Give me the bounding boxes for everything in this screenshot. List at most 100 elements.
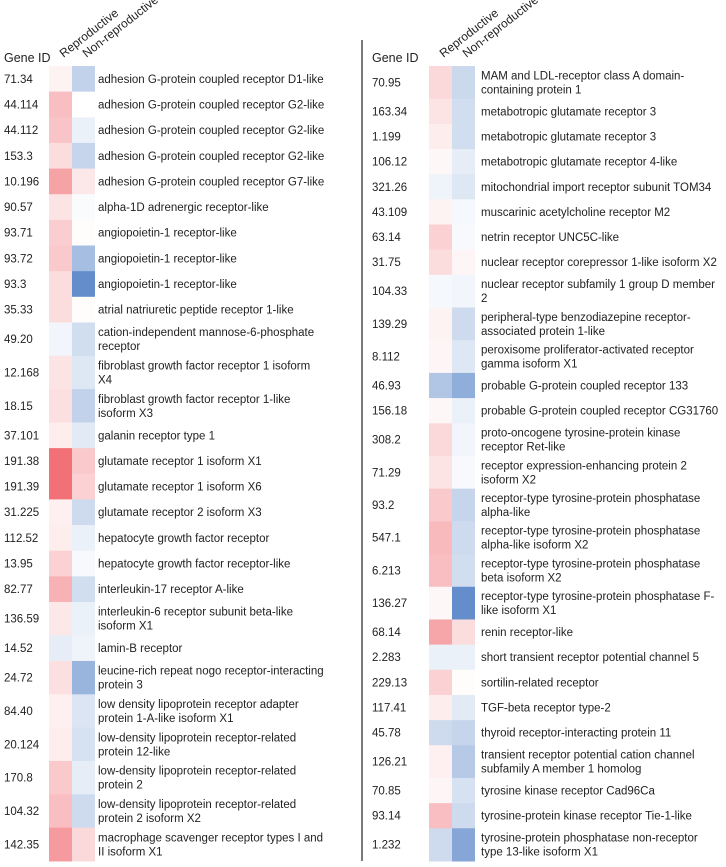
gene-name-label: leucine-rich repeat nogo receptor-intera… [98, 666, 324, 678]
gene-id-label: 229.13 [372, 677, 407, 689]
gene-name-label: glutamate receptor 1 isoform X1 [98, 456, 262, 468]
gene-id-label: 37.101 [4, 430, 39, 442]
gene-id-header: Gene ID [4, 51, 51, 65]
gene-name-label: like isoform X1 [481, 605, 556, 617]
heatmap-cell-non-reproductive [72, 117, 95, 144]
heatmap-cell-reproductive [49, 296, 72, 323]
heatmap-cell-non-reproductive [72, 760, 95, 795]
gene-name-label: metabotropic glutamate receptor 4-like [481, 157, 677, 169]
heatmap-cell-reproductive [429, 803, 452, 829]
gene-name-label: containing protein 1 [481, 84, 581, 96]
gene-id-label: 24.72 [4, 673, 33, 685]
heatmap-cell-non-reproductive [452, 803, 475, 829]
heatmap-cell-non-reproductive [72, 635, 95, 662]
heatmap-cell-reproductive [49, 499, 72, 526]
gene-name-label: MAM and LDL-receptor class A domain- [481, 70, 684, 82]
gene-id-label: 71.29 [372, 467, 401, 479]
heatmap-cell-reproductive [429, 644, 452, 671]
heatmap-cell-reproductive [429, 340, 452, 374]
heatmap-cell-reproductive [49, 168, 72, 195]
gene-name-label: lamin-B receptor [98, 643, 183, 655]
gene-id-label: 191.39 [4, 482, 39, 494]
heatmap-cell-non-reproductive [452, 123, 475, 150]
heatmap-cell-reproductive [49, 142, 72, 170]
heatmap-cell-reproductive [429, 199, 452, 225]
heatmap-cell-non-reproductive [452, 828, 475, 862]
gene-id-label: 1.232 [372, 840, 401, 852]
gene-name-label: receptor-type tyrosine-protein phosphata… [481, 558, 700, 570]
heatmap-cell-reproductive [49, 525, 72, 552]
heatmap-cell-reproductive [49, 422, 72, 449]
gene-id-label: 170.8 [4, 773, 33, 785]
heatmap-cell-reproductive [49, 635, 72, 662]
gene-name-label: cation-independent mannose-6-phosphate [98, 327, 314, 339]
gene-name-label: glutamate receptor 1 isoform X6 [98, 482, 262, 494]
gene-id-label: 93.14 [372, 811, 401, 823]
gene-name-label: beta isoform X2 [481, 572, 562, 584]
heatmap-cell-non-reproductive [72, 448, 95, 475]
gene-name-label: TGF-beta receptor type-2 [481, 703, 611, 715]
gene-name-label: metabotropic glutamate receptor 3 [481, 106, 656, 118]
gene-name-label: low density lipoprotein receptor adapter [98, 699, 299, 711]
gene-id-label: 136.27 [372, 598, 407, 610]
heatmap-cell-non-reproductive [72, 245, 95, 272]
heatmap-cell-non-reproductive [452, 398, 475, 424]
gene-name-label: receptor expression-enhancing protein 2 [481, 460, 687, 472]
gene-id-label: 136.59 [4, 614, 39, 626]
gene-id-label: 46.93 [372, 381, 401, 393]
heatmap-cell-non-reproductive [72, 168, 95, 195]
gene-id-label: 70.85 [372, 786, 401, 798]
gene-id-label: 139.29 [372, 319, 407, 331]
heatmap-cell-non-reproductive [452, 423, 475, 457]
heatmap-cell-reproductive [49, 727, 72, 762]
heatmap-cell-non-reproductive [452, 644, 475, 671]
heatmap-cell-reproductive [429, 398, 452, 424]
gene-name-label: sortilin-related receptor [481, 677, 599, 689]
gene-id-label: 93.72 [4, 253, 33, 265]
heatmap-cell-reproductive [429, 307, 452, 341]
heatmap-cell-non-reproductive [452, 777, 475, 804]
heatmap-cell-reproductive [429, 123, 452, 150]
gene-id-label: 2.283 [372, 652, 401, 664]
heatmap-cell-non-reproductive [72, 142, 95, 170]
gene-name-label: peripheral-type benzodiazepine receptor- [481, 312, 691, 324]
gene-id-label: 8.112 [372, 352, 400, 364]
heatmap-cell-non-reproductive [72, 66, 95, 93]
heatmap-cell-reproductive [429, 669, 452, 696]
heatmap-cell-reproductive [49, 271, 72, 298]
heatmap-cell-reproductive [429, 249, 452, 276]
gene-id-label: 126.21 [372, 757, 407, 769]
gene-name-label: interleukin-6 receptor subunit beta-like [98, 607, 293, 619]
heatmap-cell-non-reproductive [72, 576, 95, 603]
heatmap-cell-reproductive [49, 473, 72, 500]
gene-name-label: transient receptor potential cation chan… [481, 750, 695, 762]
heatmap-cell-non-reproductive [452, 66, 475, 100]
gene-name-label: nuclear receptor subfamily 1 group D mem… [481, 279, 715, 291]
gene-id-label: 93.71 [4, 228, 33, 240]
heatmap-cell-non-reproductive [72, 550, 95, 577]
heatmap-cell-reproductive [429, 274, 452, 309]
heatmap-cell-reproductive [429, 423, 452, 457]
gene-id-label: 321.26 [372, 182, 407, 194]
gene-id-label: 70.95 [372, 77, 401, 89]
heatmap-cell-non-reproductive [452, 224, 475, 251]
heatmap-cell-reproductive [49, 91, 72, 118]
gene-name-label: 2 [481, 293, 487, 305]
gene-name-label: galanin receptor type 1 [98, 430, 215, 442]
heatmap-cell-reproductive [49, 194, 72, 221]
heatmap-cell-non-reproductive [452, 586, 475, 620]
heatmap-cell-non-reproductive [72, 601, 95, 636]
gene-name-label: hepatocyte growth factor receptor [98, 533, 269, 545]
heatmap-cell-reproductive [49, 389, 72, 423]
gene-name-label: mitochondrial import receptor subunit TO… [481, 182, 712, 194]
gene-name-label: associated protein 1-like [481, 326, 605, 338]
gene-name-label: short transient receptor potential chann… [481, 652, 699, 664]
heatmap-cell-non-reproductive [452, 720, 475, 746]
heatmap-cell-non-reproductive [72, 219, 95, 247]
gene-id-label: 14.52 [4, 643, 33, 655]
gene-id-label: 104.33 [372, 286, 407, 298]
heatmap-cell-reproductive [429, 372, 452, 399]
heatmap-cell-reproductive [49, 550, 72, 577]
gene-id-label: 112.52 [4, 533, 38, 545]
heatmap-cell-reproductive [49, 760, 72, 795]
